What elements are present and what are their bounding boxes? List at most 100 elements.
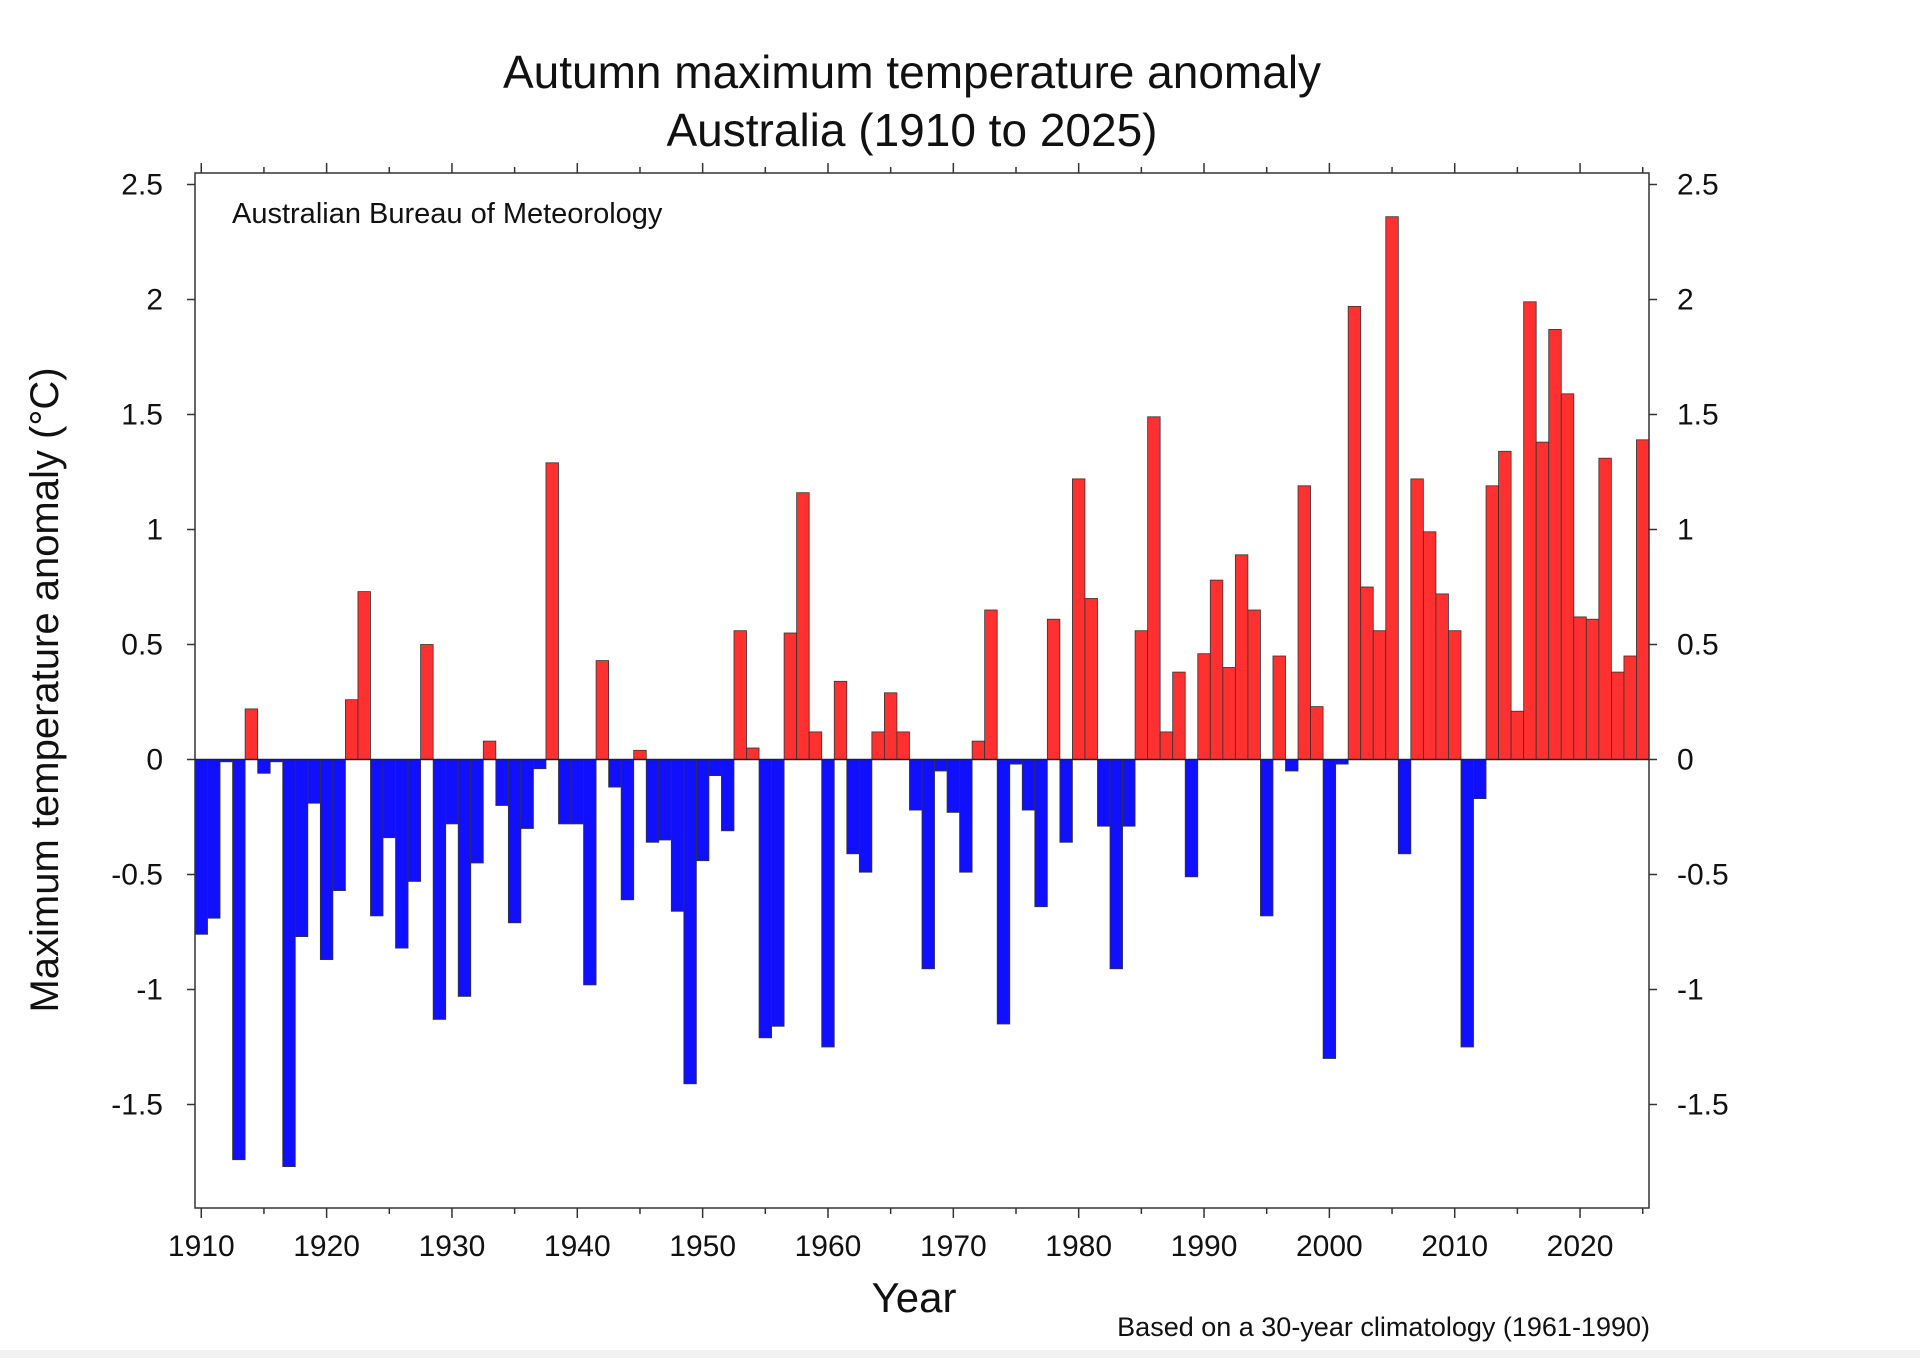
bar-2016 (1523, 301, 1537, 760)
chart-title: Autumn maximum temperature anomaly (503, 46, 1321, 98)
bar-1977 (1034, 759, 1048, 908)
bar-1976 (1021, 759, 1036, 811)
bar-1954 (746, 747, 760, 760)
bar-2002 (1347, 305, 1362, 760)
y-tick-label-left: 2.5 (121, 169, 163, 202)
axis-ticks (187, 163, 1657, 1218)
bar-1953 (733, 630, 747, 760)
bar-1943 (608, 759, 622, 788)
x-tick-label: 1970 (920, 1230, 987, 1263)
bar-1966 (896, 731, 910, 760)
bar-1940 (570, 759, 584, 825)
bar-1982 (1097, 759, 1111, 827)
bar-1970 (946, 759, 961, 813)
x-tick-label: 2020 (1547, 1230, 1614, 1263)
y-tick-label-left: -0.5 (111, 859, 163, 892)
bar-1920 (319, 759, 334, 961)
x-tick-label: 2000 (1296, 1230, 1363, 1263)
bar-1951 (708, 759, 722, 777)
bar-1968 (921, 759, 935, 970)
bar-2004 (1372, 630, 1387, 760)
bar-2020 (1573, 616, 1587, 760)
bar-1964 (871, 731, 885, 760)
y-tick-label-right: 0 (1677, 744, 1694, 777)
bar-1932 (470, 759, 484, 864)
y-tick-label-right: 0.5 (1677, 629, 1719, 662)
bar-2024 (1623, 655, 1637, 760)
bar-2021 (1585, 618, 1600, 760)
bar-1994 (1247, 609, 1261, 760)
source-annotation: Australian Bureau of Meteorology (232, 198, 663, 230)
bar-2019 (1560, 393, 1575, 760)
bar-1957 (783, 632, 798, 760)
bar-1922 (345, 699, 359, 760)
bar-2025 (1636, 439, 1650, 760)
bar-1965 (884, 692, 898, 760)
bar-1959 (808, 731, 823, 760)
y-tick-label-left: 0.5 (121, 629, 163, 662)
x-tick-label: 1980 (1045, 1230, 1112, 1263)
y-tick-label-left: 1.5 (121, 399, 163, 432)
bar-1963 (858, 759, 873, 873)
bar-2015 (1510, 710, 1525, 760)
y-axis-tick-labels-right: 2.5 2 1.5 1 0.5 0 -0.5 -1 -1.5 (1677, 169, 1729, 1122)
x-tick-label: 1940 (544, 1230, 611, 1263)
y-tick-label-left: 0 (146, 744, 163, 777)
x-tick-label: 1920 (293, 1230, 360, 1263)
x-tick-label: 2010 (1421, 1230, 1488, 1263)
bar-1981 (1084, 598, 1098, 760)
x-tick-label: 1990 (1171, 1230, 1238, 1263)
y-tick-label-right: -1 (1677, 974, 1704, 1007)
bar-1939 (558, 759, 572, 825)
bar-1913 (232, 759, 246, 1161)
y-tick-label-left: 1 (146, 514, 163, 547)
x-tick-label: 1910 (168, 1230, 235, 1263)
bar-1987 (1159, 731, 1174, 760)
bar-2009 (1435, 593, 1449, 760)
bar-2011 (1460, 759, 1474, 1048)
bar-1923 (357, 591, 371, 760)
bottom-strip (0, 1350, 1920, 1358)
bar-1950 (695, 759, 710, 862)
bar-1910 (194, 759, 208, 935)
bar-1937 (533, 759, 547, 770)
y-tick-label-left: -1.5 (111, 1089, 163, 1122)
bar-2010 (1448, 630, 1462, 760)
bar-2003 (1360, 586, 1374, 760)
bar-1992 (1222, 667, 1236, 760)
y-tick-label-left: -1 (136, 974, 163, 1007)
bar-1967 (909, 759, 923, 811)
bar-1935 (507, 759, 522, 924)
bar-1955 (758, 759, 772, 1039)
y-tick-label-right: 1.5 (1677, 399, 1719, 432)
bar-1960 (821, 759, 835, 1048)
bar-1928 (420, 644, 434, 760)
bar-2014 (1498, 450, 1512, 760)
bar-1989 (1184, 759, 1199, 878)
bar-1918 (294, 759, 309, 938)
bar-1995 (1260, 759, 1274, 917)
bar-2012 (1473, 759, 1487, 799)
bar-1990 (1197, 653, 1211, 760)
y-tick-label-right: 2 (1677, 284, 1694, 317)
bar-1934 (495, 759, 509, 806)
x-axis-label: Year (872, 1274, 957, 1321)
bar-1962 (846, 759, 860, 855)
y-tick-label-right: 2.5 (1677, 169, 1719, 202)
bar-2017 (1535, 441, 1550, 760)
bar-1936 (520, 759, 534, 829)
bar-1980 (1072, 478, 1086, 760)
bar-1969 (934, 759, 948, 772)
y-tick-label-left: 2 (146, 284, 163, 317)
bar-1941 (583, 759, 597, 986)
bar-1945 (633, 749, 647, 760)
y-tick-label-right: -1.5 (1677, 1089, 1729, 1122)
x-tick-label: 1960 (795, 1230, 862, 1263)
bar-1919 (307, 759, 321, 804)
bar-1926 (395, 759, 409, 949)
bar-1971 (959, 759, 973, 873)
y-axis-tick-labels-left: 2.5 2 1.5 1 0.5 0 -0.5 -1 -1.5 (111, 169, 163, 1122)
bar-2023 (1611, 671, 1625, 760)
bar-1947 (658, 759, 672, 841)
